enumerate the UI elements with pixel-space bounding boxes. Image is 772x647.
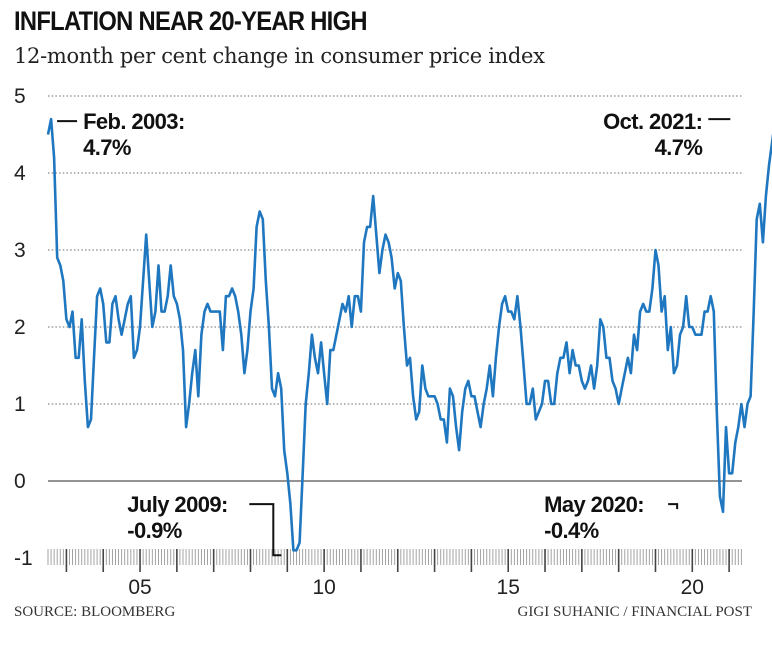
annotations: Feb. 2003:4.7%July 2009:-0.9%May 2020:-0… [57, 109, 731, 557]
annotation-label: Oct. 2021: [603, 109, 702, 134]
annotation-label: Feb. 2003: [83, 109, 185, 134]
annotation-value: 4.7% [655, 135, 703, 160]
gridlines [48, 95, 742, 482]
y-tick-label: 2 [14, 316, 26, 339]
x-tick-label: 20 [681, 576, 704, 599]
source-note: SOURCE: BLOOMBERG [14, 604, 176, 620]
x-tick-label: 15 [497, 576, 520, 599]
x-tick-label: 05 [128, 576, 151, 599]
y-tick-label: 3 [14, 239, 26, 262]
annotation-leader [249, 503, 282, 557]
credit-note: GIGI SUHANIC / FINANCIAL POST [517, 604, 752, 620]
y-tick-label: 4 [14, 162, 26, 185]
chart-subtitle: 12-month per cent change in consumer pri… [14, 44, 545, 68]
annotation-value: -0.9% [127, 518, 182, 543]
y-tick-label: 1 [14, 393, 26, 416]
annotation-label: May 2020: [544, 492, 644, 517]
annotation-value: 4.7% [83, 135, 131, 160]
annotation-value: -0.4% [544, 518, 599, 543]
x-tick-label: 10 [312, 576, 335, 599]
cpi-series-line [46, 117, 772, 552]
series-layer [46, 117, 772, 552]
chart-title: INFLATION NEAR 20-YEAR HIGH [14, 6, 368, 36]
annotation-leader [668, 503, 679, 510]
y-tick-label: -1 [14, 547, 33, 570]
y-axis: 5 4 3 2 1 0 -1 [14, 85, 33, 570]
y-tick-label: 5 [14, 85, 26, 108]
x-axis: 05 10 15 20 [47, 549, 742, 599]
annotation-label: July 2009: [127, 492, 227, 517]
y-tick-label: 0 [14, 470, 26, 493]
